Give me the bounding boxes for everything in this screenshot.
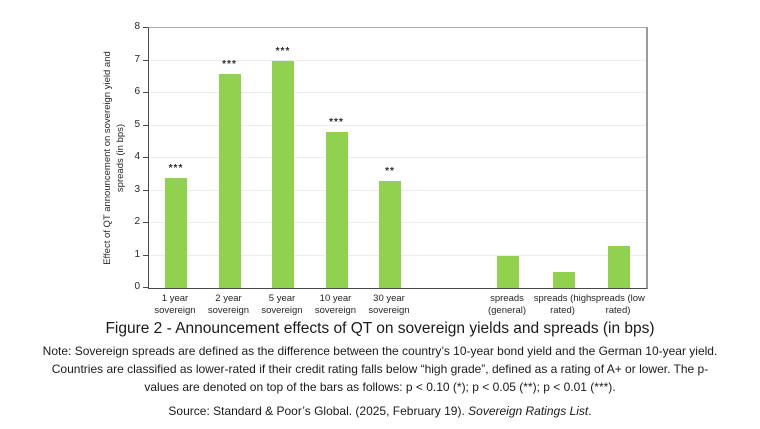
significance-stars: *** [222,58,237,70]
y-axis-tick-0 [143,287,148,288]
y-axis-tick-1 [143,254,148,256]
y-axis-tick-label-2: 2 [134,216,140,227]
y-axis-tick-label-5: 5 [134,118,140,130]
source-suffix: . [588,404,592,418]
y-axis-tick-4 [143,157,148,158]
bar-spreads-general- [497,255,519,288]
plot-area: *** *** *** *** ** [148,27,648,289]
x-axis-label: 30 year sovereign [368,293,410,316]
y-axis-tick-label-0: 0 [134,281,140,292]
gridline-y-6 [149,92,646,93]
significance-stars: ** [385,165,395,177]
y-axis-tick-6 [143,92,148,93]
y-axis-tick-label-6: 6 [134,86,140,97]
y-axis-tick-8 [143,27,148,28]
y-axis-tick-label-3: 3 [134,183,140,195]
x-axis-label: 1 year sovereign [154,293,196,316]
note-line-1: Note: Sovereign spreads are defined as t… [42,344,718,358]
source-line: Source: Standard & Poor’s Global. (2025,… [0,404,760,418]
x-axis-label: spreads (low rated) [591,293,645,316]
x-axis-label: 5 year sovereign [261,293,303,316]
y-axis-tick-label-1: 1 [134,248,140,260]
figure-note: Note: Sovereign spreads are defined as t… [0,342,760,396]
bar-5-year-sovereign [272,60,294,288]
significance-stars: *** [329,117,344,128]
gridline-y-4 [149,157,646,158]
bar-1-year-sovereign [165,177,187,288]
significance-stars: *** [275,45,291,57]
x-axis-label: 10 year sovereign [314,293,357,316]
bar-30-year-sovereign [379,180,401,288]
x-axis-label: 2 year sovereign [207,293,250,316]
x-axis-label: spreads (general) [487,293,527,316]
bar-2-year-sovereign [218,73,241,288]
y-axis-tick-label-8: 8 [134,21,140,32]
note-line-3: values are denoted on top of the bars as… [144,380,616,394]
x-axis-label: spreads (high rated) [533,293,592,316]
y-axis-tick-label-4: 4 [134,151,140,162]
source-prefix: Source: Standard & Poor’s Global. (2025,… [168,404,469,418]
gridline-y-5 [149,124,646,126]
y-axis-tick-3 [143,189,148,191]
y-axis-tick-5 [143,124,148,126]
bar-10-year-sovereign [325,132,348,288]
bar-spreads-low-rated- [608,245,630,288]
y-axis-tick-7 [143,59,148,61]
y-axis-tick-2 [143,222,148,223]
significance-stars: *** [168,162,184,174]
figure-caption: Figure 2 - Announcement effects of QT on… [105,320,655,337]
source-title-italic: Sovereign Ratings List [468,404,589,418]
bar-spreads-high-rated- [552,271,575,288]
y-axis-tick-label-7: 7 [134,53,140,65]
note-line-2: Countries are classified as lower-rated … [51,362,709,376]
gridline-y-7 [149,59,646,61]
